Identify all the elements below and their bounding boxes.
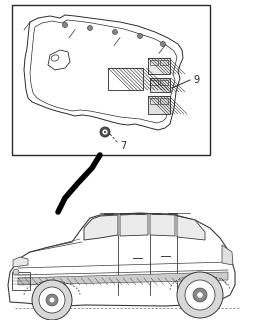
Circle shape bbox=[62, 22, 68, 28]
Circle shape bbox=[87, 26, 92, 30]
Polygon shape bbox=[150, 214, 175, 236]
Text: 7: 7 bbox=[120, 141, 126, 151]
Polygon shape bbox=[177, 216, 205, 240]
Bar bbox=[160, 80, 168, 85]
Bar bbox=[160, 98, 168, 104]
Polygon shape bbox=[13, 257, 28, 267]
Bar bbox=[148, 58, 170, 74]
Circle shape bbox=[32, 280, 72, 320]
Bar bbox=[108, 68, 143, 90]
Bar bbox=[12, 5, 210, 155]
Circle shape bbox=[185, 280, 215, 310]
Circle shape bbox=[39, 287, 65, 313]
Bar bbox=[150, 98, 158, 104]
Bar bbox=[160, 60, 168, 65]
Bar bbox=[150, 78, 170, 92]
Circle shape bbox=[137, 34, 142, 38]
Polygon shape bbox=[120, 214, 148, 236]
Circle shape bbox=[100, 127, 110, 137]
Circle shape bbox=[193, 288, 207, 302]
Circle shape bbox=[102, 129, 108, 135]
Circle shape bbox=[161, 42, 166, 46]
Circle shape bbox=[197, 292, 203, 298]
Bar bbox=[148, 96, 170, 114]
Polygon shape bbox=[18, 272, 228, 285]
Circle shape bbox=[113, 29, 118, 35]
Text: 9: 9 bbox=[193, 75, 199, 85]
Circle shape bbox=[46, 294, 58, 306]
Circle shape bbox=[104, 131, 106, 133]
Bar bbox=[150, 60, 158, 65]
Circle shape bbox=[177, 272, 223, 318]
Bar bbox=[150, 80, 158, 85]
Circle shape bbox=[13, 269, 19, 275]
Circle shape bbox=[50, 298, 54, 302]
Polygon shape bbox=[84, 215, 118, 240]
Polygon shape bbox=[222, 245, 233, 265]
Bar bbox=[12, 272, 30, 290]
